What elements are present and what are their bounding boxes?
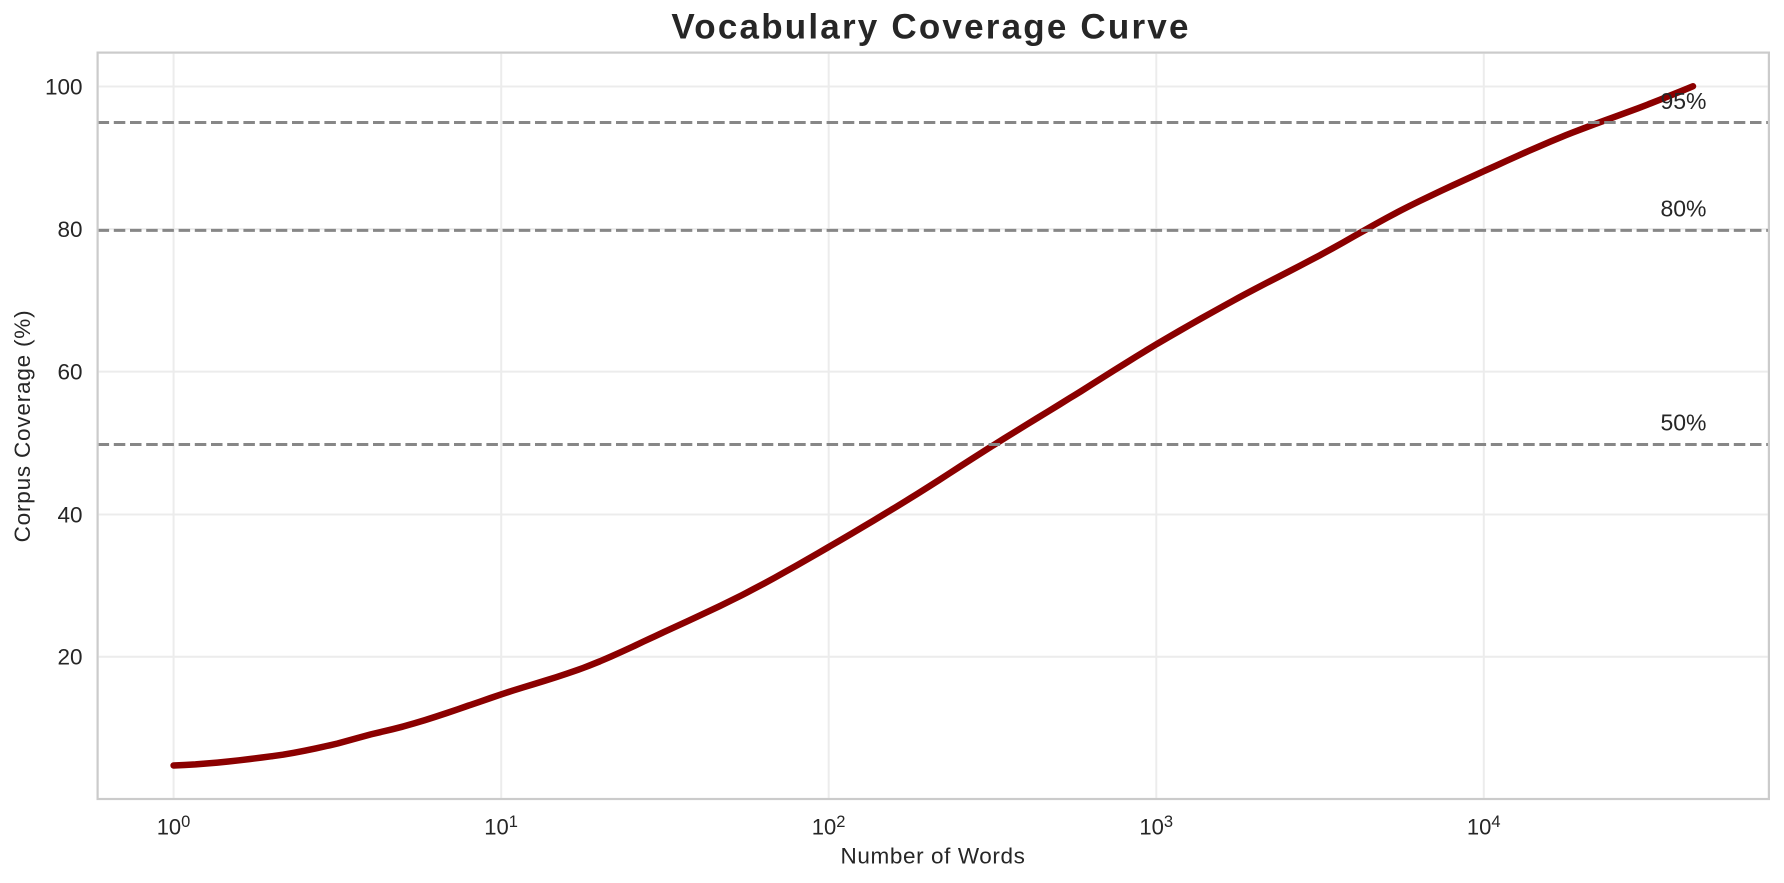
svg-text:100: 100 xyxy=(45,75,83,100)
svg-text:102: 102 xyxy=(812,813,846,840)
svg-text:104: 104 xyxy=(1467,813,1501,840)
svg-text:Vocabulary Coverage Curve: Vocabulary Coverage Curve xyxy=(671,8,1190,47)
svg-text:95%: 95% xyxy=(1660,88,1706,114)
svg-text:80: 80 xyxy=(57,217,82,242)
svg-text:40: 40 xyxy=(57,503,82,528)
svg-text:Number of Words: Number of Words xyxy=(841,844,1026,869)
svg-text:60: 60 xyxy=(57,360,82,385)
svg-text:50%: 50% xyxy=(1660,409,1706,435)
svg-text:101: 101 xyxy=(484,813,518,840)
svg-text:103: 103 xyxy=(1139,813,1173,840)
svg-text:20: 20 xyxy=(57,645,82,670)
svg-text:100: 100 xyxy=(157,813,191,840)
svg-text:80%: 80% xyxy=(1660,196,1706,222)
svg-text:Corpus Coverage (%): Corpus Coverage (%) xyxy=(10,310,35,543)
